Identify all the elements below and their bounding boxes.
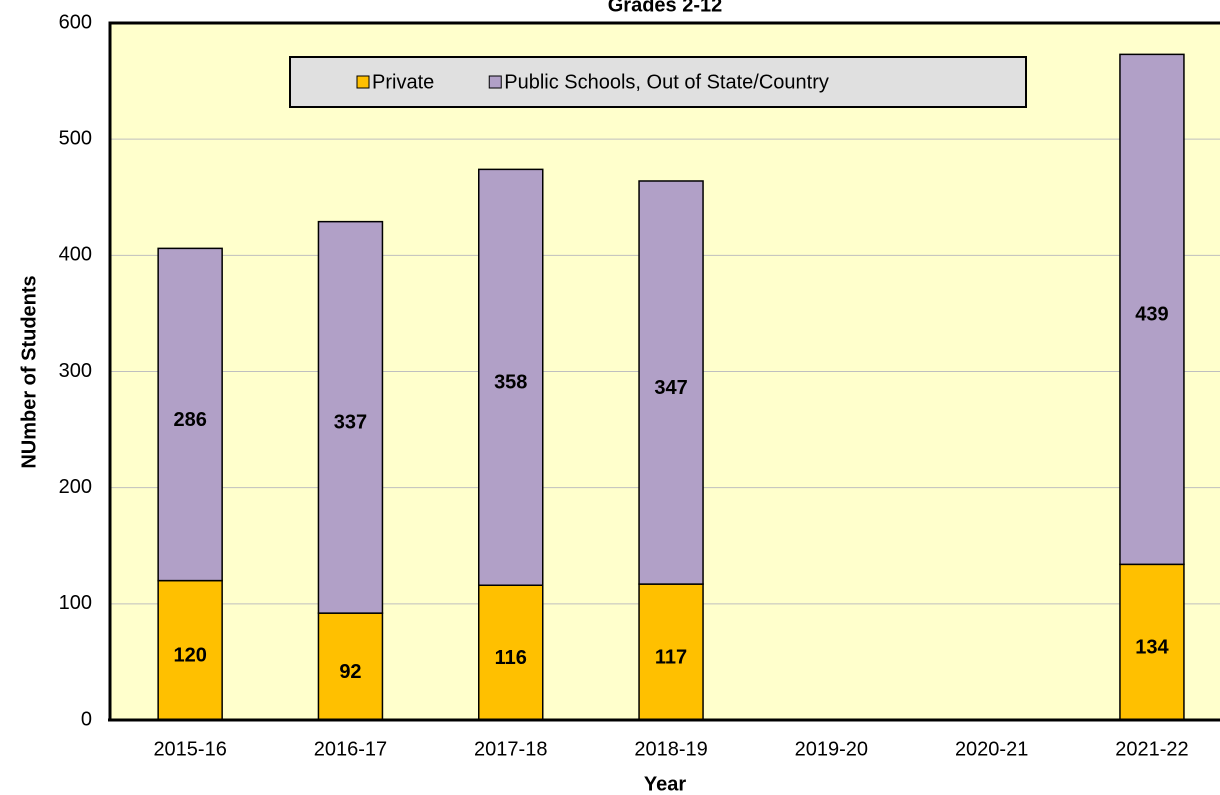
bar-segment <box>317 220 384 614</box>
bar-segment <box>1119 53 1185 566</box>
x-tick-label: 2018-19 <box>634 738 707 760</box>
legend-label: Private <box>372 71 434 93</box>
legend-label: Public Schools, Out of State/Country <box>504 71 829 93</box>
y-axis-title: NUmber of Students <box>18 275 40 468</box>
bar-segment <box>157 247 223 582</box>
data-label: 134 <box>1135 636 1169 658</box>
data-label: 120 <box>173 645 206 667</box>
x-axis-title: Year <box>644 773 686 795</box>
data-label: 358 <box>494 372 527 394</box>
y-tick-label: 200 <box>59 476 92 498</box>
bar-segment <box>1119 563 1185 721</box>
bar-segment <box>478 168 544 586</box>
y-tick-label: 500 <box>59 127 92 149</box>
bar-segment <box>638 180 704 585</box>
data-label: 337 <box>334 412 367 434</box>
x-tick-label: 2021-22 <box>1115 738 1188 760</box>
chart-title: Grades 2-12 <box>608 0 723 16</box>
y-tick-label: 400 <box>59 244 92 266</box>
y-tick-label: 0 <box>81 708 92 730</box>
data-label: 286 <box>173 409 206 431</box>
data-label: 347 <box>654 377 687 399</box>
x-tick-label: 2020-21 <box>955 738 1028 760</box>
data-label: 92 <box>339 661 361 683</box>
y-tick-label: 600 <box>59 11 92 33</box>
y-tick-label: 300 <box>59 360 92 382</box>
bar-segment <box>638 583 704 721</box>
legend-swatch <box>356 75 370 89</box>
y-tick-label: 100 <box>59 592 92 614</box>
data-label: 116 <box>495 647 527 669</box>
bar-segment <box>478 584 544 721</box>
x-tick-label: 2019-20 <box>795 738 868 760</box>
data-label: 439 <box>1135 304 1168 326</box>
plot-frame <box>108 21 1220 720</box>
x-tick-label: 2015-16 <box>153 738 226 760</box>
x-tick-label: 2016-17 <box>314 738 387 760</box>
legend-swatch <box>488 75 502 89</box>
x-tick-label: 2017-18 <box>474 738 547 760</box>
data-label: 117 <box>655 646 687 668</box>
legend <box>289 56 1027 108</box>
